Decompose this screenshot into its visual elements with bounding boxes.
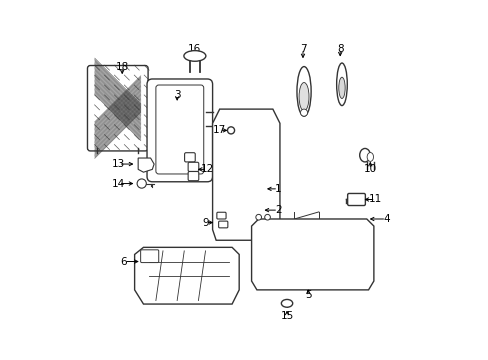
Polygon shape (138, 158, 154, 172)
Text: 4: 4 (382, 214, 389, 224)
FancyBboxPatch shape (216, 212, 225, 219)
FancyBboxPatch shape (188, 162, 198, 171)
Polygon shape (212, 109, 279, 240)
Text: 10: 10 (363, 165, 376, 174)
Polygon shape (251, 219, 373, 290)
Ellipse shape (281, 300, 292, 307)
Text: 3: 3 (174, 90, 180, 100)
Circle shape (300, 109, 307, 116)
Text: 13: 13 (112, 159, 125, 169)
FancyBboxPatch shape (218, 221, 227, 228)
Text: 12: 12 (200, 165, 213, 174)
FancyBboxPatch shape (347, 193, 365, 206)
Ellipse shape (183, 51, 205, 61)
Text: 7: 7 (299, 44, 305, 54)
Ellipse shape (296, 67, 310, 116)
FancyBboxPatch shape (188, 171, 198, 181)
Text: 11: 11 (368, 194, 382, 204)
Ellipse shape (338, 77, 345, 99)
Text: 2: 2 (274, 205, 281, 215)
Circle shape (227, 127, 234, 134)
Text: 1: 1 (274, 184, 281, 194)
Text: 14: 14 (112, 179, 125, 189)
Text: 16: 16 (188, 44, 201, 54)
Polygon shape (134, 247, 239, 304)
FancyBboxPatch shape (141, 250, 159, 262)
Text: 18: 18 (115, 62, 128, 72)
Text: 9: 9 (202, 217, 208, 228)
Text: 5: 5 (305, 290, 311, 300)
Circle shape (264, 215, 270, 220)
Ellipse shape (299, 82, 308, 111)
FancyBboxPatch shape (184, 153, 195, 162)
Text: 6: 6 (121, 257, 127, 266)
FancyBboxPatch shape (147, 79, 212, 182)
FancyBboxPatch shape (87, 66, 148, 151)
Text: 15: 15 (280, 311, 293, 321)
Text: 17: 17 (213, 125, 226, 135)
FancyBboxPatch shape (156, 85, 203, 174)
Circle shape (255, 215, 261, 220)
Circle shape (137, 179, 146, 188)
Ellipse shape (366, 153, 373, 161)
Text: 8: 8 (336, 44, 343, 54)
Ellipse shape (359, 148, 369, 162)
Ellipse shape (336, 63, 346, 105)
